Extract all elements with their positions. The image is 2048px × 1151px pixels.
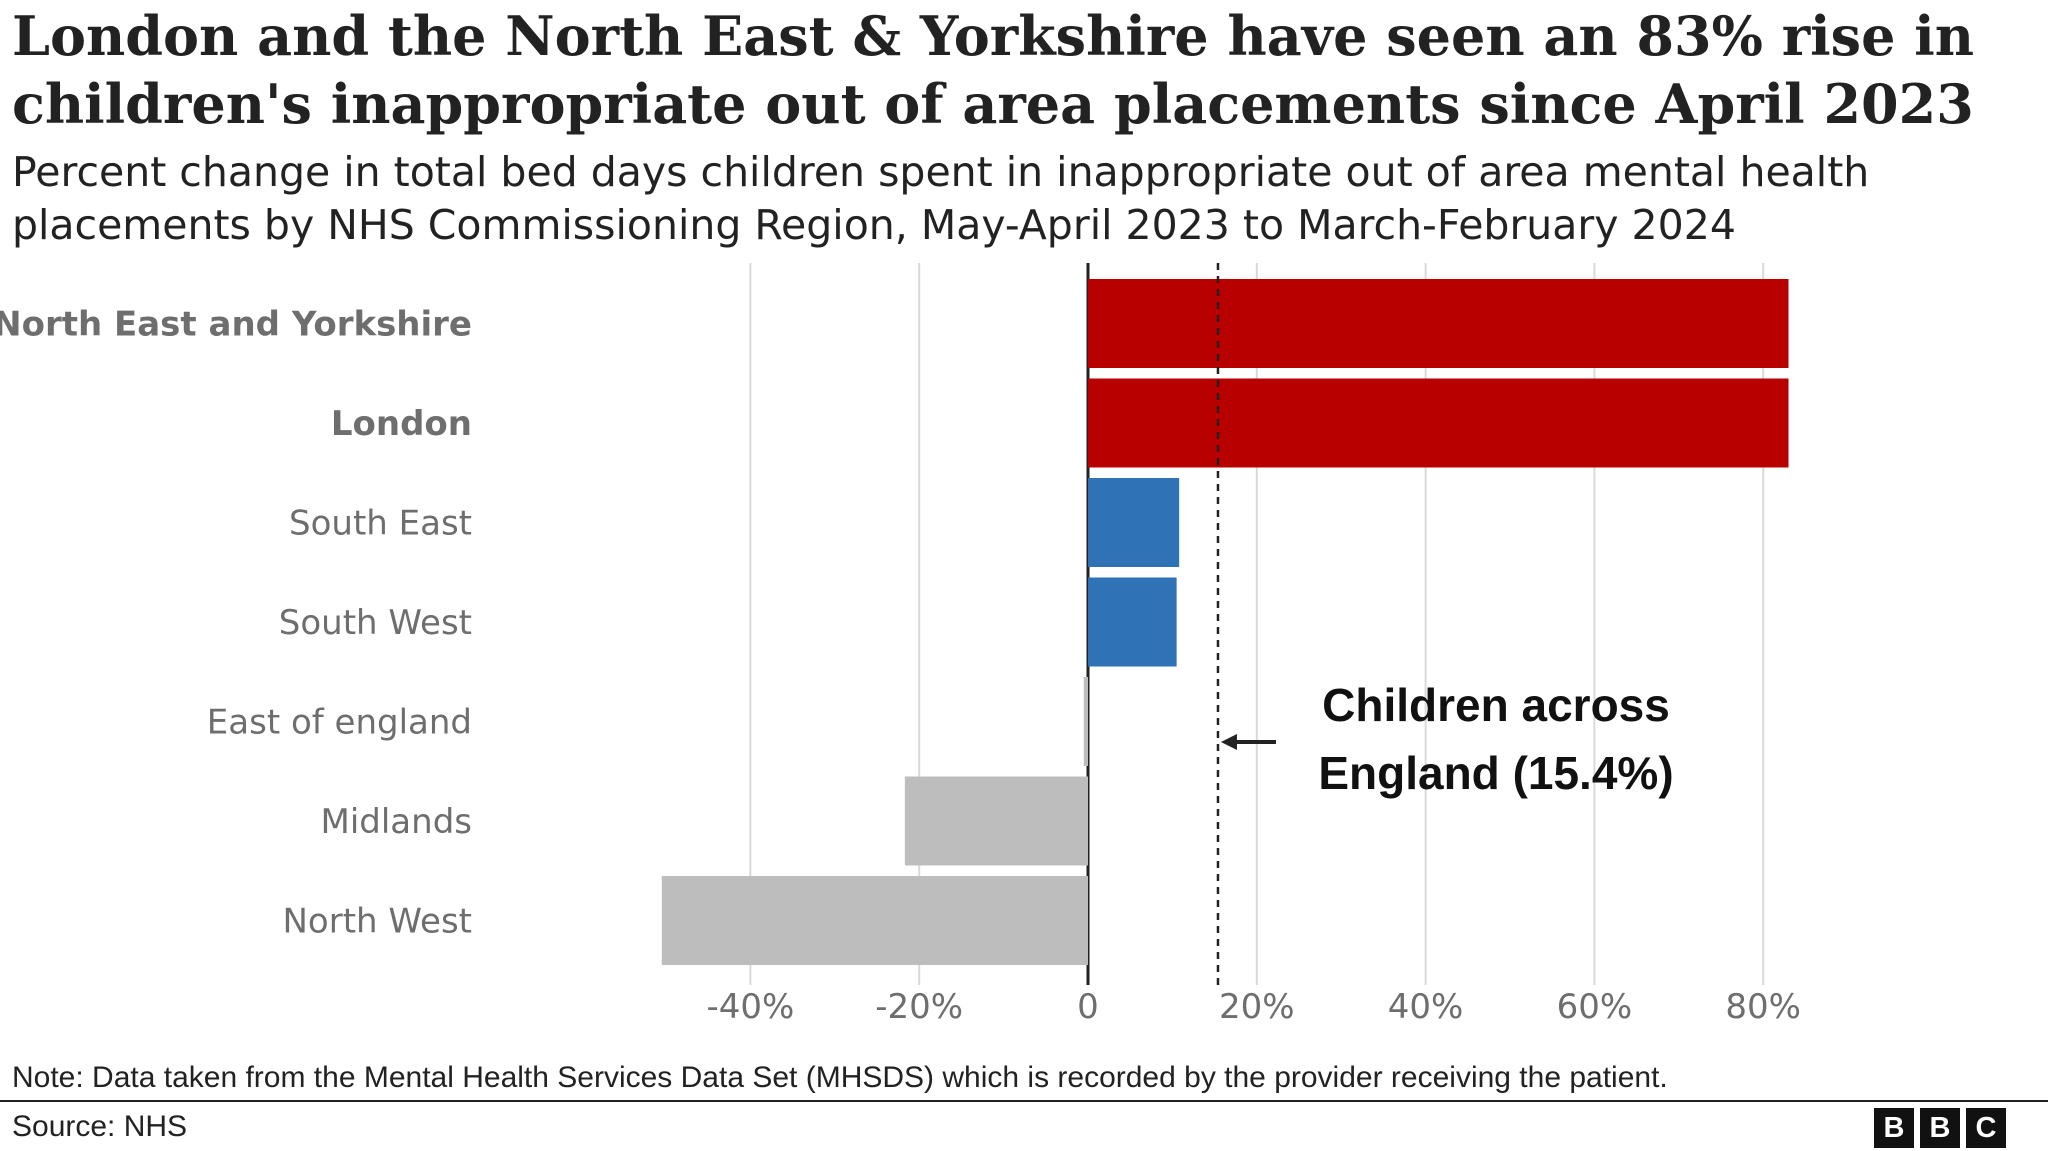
- category-label: North East and Yorkshire: [0, 305, 472, 345]
- x-tick-label: 60%: [1557, 987, 1633, 1027]
- bars: [661, 279, 1789, 965]
- bar: [661, 876, 1088, 965]
- x-tick-label: -20%: [875, 987, 963, 1027]
- logo-letter: C: [1966, 1108, 2006, 1148]
- footer-divider: [0, 1100, 2048, 1102]
- reference-label: England (15.4%): [1318, 747, 1673, 799]
- bar-chart: North East and Yorkshire London South East…: [0, 263, 1801, 1027]
- bar: [904, 776, 1088, 866]
- x-tick-label: 20%: [1219, 987, 1295, 1027]
- category-labels: North East and Yorkshire London South East…: [0, 305, 472, 942]
- logo-letter: B: [1920, 1108, 1960, 1148]
- x-tick-label: 40%: [1388, 987, 1464, 1027]
- x-tick-label: -40%: [706, 987, 794, 1027]
- bar: [1088, 577, 1177, 667]
- reference-label: Children across: [1322, 679, 1670, 731]
- category-label: South West: [279, 603, 472, 643]
- bar: [1088, 279, 1789, 368]
- reference-arrow-head: [1220, 734, 1237, 750]
- footnote: Note: Data taken from the Mental Health …: [12, 1061, 1668, 1094]
- reference-annotation: Children across England (15.4%): [1216, 263, 1674, 985]
- category-label: Midlands: [321, 802, 473, 842]
- x-tick-label: 0: [1077, 987, 1099, 1027]
- chart-title: London and the North East & Yorkshire ha…: [12, 4, 1975, 136]
- x-tick-label: 80%: [1725, 987, 1801, 1027]
- category-label: North West: [283, 902, 473, 942]
- bbc-logo: B B C: [1874, 1108, 2006, 1148]
- bar: [1088, 478, 1180, 567]
- bar: [1088, 378, 1789, 468]
- logo-letter: B: [1874, 1108, 1914, 1148]
- chart-subtitle: Percent change in total bed days childre…: [12, 148, 1870, 249]
- category-label: London: [331, 404, 472, 444]
- category-label: South East: [289, 504, 472, 544]
- bar: [1083, 677, 1088, 766]
- x-tick-labels: -40% -20% 0 20% 40% 60% 80%: [706, 987, 1801, 1027]
- source-credit: Source: NHS: [12, 1110, 188, 1143]
- category-label: East of england: [207, 703, 472, 743]
